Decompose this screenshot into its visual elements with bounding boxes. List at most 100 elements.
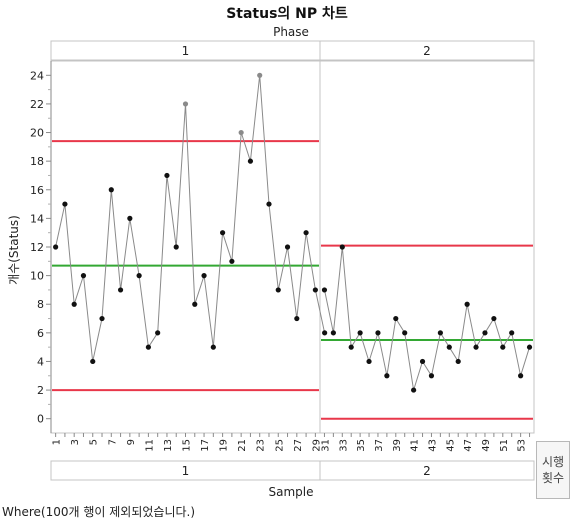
test-count-label: 시행 횟수 [541,455,565,485]
phase-axis-title: Phase [273,25,309,39]
test-count-button[interactable]: 시행 횟수 [536,441,570,499]
data-point [229,258,235,264]
data-point [402,330,408,336]
data-point [145,344,151,350]
data-point [192,301,198,307]
data-point [201,273,207,279]
data-point [312,287,318,293]
x-tick-label: 13 [163,439,174,452]
data-point [526,344,533,350]
x-tick-label: 41 [410,439,421,452]
x-tick-label: 9 [126,439,137,445]
data-point [164,172,170,179]
data-point [275,287,281,293]
x-tick-label: 49 [481,439,492,452]
np-series [53,72,533,393]
data-point [473,344,479,350]
x-tick-label: 29 [311,439,322,452]
data-point [71,301,77,307]
x-tick-label: 3 [70,439,81,445]
data-point [108,187,114,193]
y-tick-label: 14 [30,212,44,225]
out-of-control-point [257,72,263,78]
data-point [375,330,381,336]
x-axis-label: Sample [269,485,314,499]
data-point [90,358,96,365]
y-tick-label: 4 [37,355,44,368]
data-point [294,315,300,322]
data-point [509,330,515,336]
data-point [437,330,443,336]
data-point [210,344,216,350]
data-point [136,273,142,279]
x-tick-label: 45 [445,439,456,452]
y-tick-label: 0 [37,413,44,426]
data-point [330,330,336,336]
data-point [357,330,363,336]
x-tick-label: 53 [517,439,528,452]
data-point [266,201,272,207]
phase-strip-label: 1 [182,464,190,478]
plot-panel-frame [319,60,535,434]
data-point [419,358,426,365]
data-point [284,244,291,250]
x-tick-label: 31 [320,439,331,452]
x-tick-label: 25 [274,439,285,452]
phase-strip-label: 2 [423,464,431,478]
x-tick-label: 35 [356,439,367,452]
data-point [393,315,399,322]
x-tick-label: 21 [237,439,248,452]
data-point [464,301,470,307]
x-tick-label: 23 [256,439,267,452]
data-point [117,287,124,293]
plot-frames [50,60,535,434]
y-tick-label: 12 [30,241,44,254]
y-tick-label: 16 [30,184,44,197]
data-point [53,244,59,250]
y-tick-label: 22 [30,98,44,111]
data-point [220,230,226,236]
series-line [324,246,530,391]
data-point [366,358,372,365]
y-axis-label: 개수(Status) [7,215,21,285]
data-point [99,315,105,322]
y-tick-label: 2 [37,384,44,397]
data-point [127,215,133,221]
data-point [384,373,390,379]
y-tick-label: 20 [30,127,44,140]
plot-panel-frame [50,60,321,434]
series-line [55,75,326,362]
x-tick-label: 19 [219,439,230,452]
data-point [446,344,452,350]
data-point [80,273,87,279]
data-point [411,387,417,393]
data-point [455,358,461,365]
x-tick-label: 27 [293,439,304,452]
phase-header-label: 2 [423,44,431,58]
out-of-control-point [182,101,189,107]
data-point [491,315,497,322]
data-point [322,330,328,336]
data-point [62,201,68,207]
data-point [303,230,309,236]
x-tick-label: 1 [52,439,63,445]
control-limits [52,140,533,420]
data-point [500,344,506,350]
data-point [518,373,524,379]
data-point [428,373,435,379]
phase-header-frame [50,40,535,61]
data-point [339,244,345,250]
x-tick-label: 47 [463,439,474,452]
x-tick-label: 39 [392,439,403,452]
x-tick-label: 51 [499,439,510,452]
x-tick-label: 37 [374,439,385,452]
x-tick-label: 17 [200,439,211,452]
x-tick-label: 5 [89,439,100,445]
where-note: Where(100개 행이 제외되었습니다.) [2,505,196,519]
data-point [321,287,328,293]
phase-header-label: 1 [182,44,190,58]
